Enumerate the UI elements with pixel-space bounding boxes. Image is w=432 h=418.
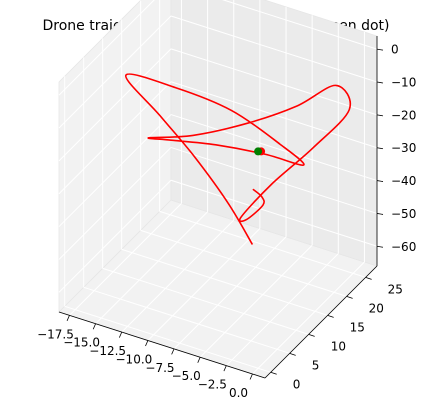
- z-grid-back: [170, 114, 378, 182]
- y-tick-label: 15: [350, 320, 365, 334]
- x-tick-label: −2.5: [198, 378, 227, 392]
- y-grid-floor: [83, 286, 290, 354]
- z-tick-label: −30: [391, 141, 416, 155]
- y-axis-line: [264, 265, 378, 379]
- z-tick-label: −20: [391, 108, 416, 122]
- y-tick-label: 5: [312, 358, 320, 372]
- z-tick: [376, 48, 384, 51]
- y-tick-label: 10: [331, 339, 346, 353]
- x-grid-floor: [69, 202, 182, 316]
- z-grid-left: [58, 81, 172, 195]
- z-grid-back: [170, 179, 378, 247]
- z-tick: [376, 213, 384, 215]
- z-grid-back: [170, 146, 378, 214]
- y-tick-label: 20: [369, 301, 384, 315]
- z-tick-label: −40: [391, 174, 416, 188]
- x-tick: [171, 348, 175, 355]
- x-tick: [249, 373, 253, 380]
- origin-marker: [254, 147, 263, 156]
- z-grid-left: [58, 0, 155, 96]
- x-grid-floor: [95, 211, 208, 325]
- trajectory-line: [125, 73, 351, 245]
- x-tick: [145, 340, 149, 347]
- x-tick: [92, 323, 96, 330]
- x-tick-label: −5.0: [172, 369, 201, 383]
- y-tick: [270, 371, 277, 375]
- x-tick-label: −10.0: [116, 353, 153, 367]
- x-grid-floor: [173, 236, 287, 350]
- x-tick-label: −15.0: [63, 336, 100, 350]
- z-grid-left: [58, 15, 172, 129]
- y-tick: [289, 352, 296, 356]
- x-grid-floor: [252, 261, 365, 375]
- x-tick: [197, 357, 201, 363]
- y-grid-floor: [102, 267, 309, 335]
- x-grid-floor: [147, 228, 261, 341]
- x-tick-label: −7.5: [145, 361, 174, 375]
- x-grid-floor: [199, 244, 313, 358]
- y-tick: [346, 295, 353, 299]
- y-tick: [327, 314, 334, 318]
- x-axis-line: [58, 311, 266, 379]
- z-grid-left: [58, 48, 172, 162]
- z-grid-back: [221, 0, 378, 50]
- z-grid-left: [58, 114, 172, 227]
- x-tick: [223, 365, 227, 372]
- y-tick: [308, 333, 315, 337]
- z-tick-label: −60: [391, 240, 416, 254]
- axes-3d: −17.5−15.0−12.5−10.0−7.5−5.0−2.50.005101…: [37, 0, 416, 400]
- x-tick-label: −12.5: [89, 344, 126, 358]
- z-tick-label: 0: [391, 43, 399, 57]
- x-tick: [66, 315, 70, 322]
- y-tick-label: 0: [293, 377, 301, 391]
- y-grid-floor: [121, 248, 328, 316]
- x-tick-label: −17.5: [37, 327, 74, 341]
- z-grid-left: [58, 179, 172, 293]
- z-grid-left: [58, 147, 172, 260]
- z-tick: [376, 245, 384, 248]
- x-tick-label: 0.0: [229, 386, 248, 400]
- z-tick: [376, 81, 384, 84]
- x-tick: [118, 331, 123, 338]
- y-tick-label: 25: [388, 282, 403, 296]
- z-tick: [376, 147, 384, 150]
- x-grid-floor: [225, 253, 339, 366]
- z-grid-back: [170, 15, 378, 83]
- y-grid-floor: [159, 210, 366, 278]
- y-grid-floor: [64, 305, 271, 373]
- x-grid-floor: [121, 219, 235, 333]
- y-tick: [365, 277, 372, 280]
- z-tick: [376, 180, 384, 182]
- z-tick: [376, 114, 384, 117]
- z-tick-label: −50: [391, 207, 416, 221]
- z-tick-label: −10: [391, 76, 416, 90]
- z-grid-back: [170, 48, 378, 116]
- y-grid-floor: [140, 229, 347, 297]
- left-pane: [58, 0, 172, 313]
